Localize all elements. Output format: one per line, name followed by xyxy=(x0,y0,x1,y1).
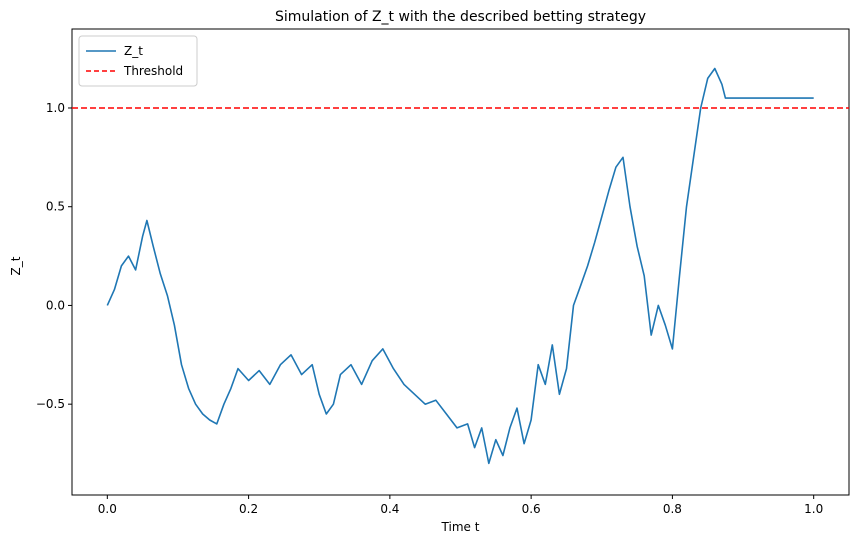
x-tick-label: 1.0 xyxy=(804,502,823,516)
y-tick-label: 0.0 xyxy=(46,298,65,312)
x-tick-label: 0.0 xyxy=(98,502,117,516)
x-tick-label: 0.8 xyxy=(663,502,682,516)
legend-label-threshold: Threshold xyxy=(123,64,183,78)
chart-title: Simulation of Z_t with the described bet… xyxy=(275,9,646,25)
series-line-zt xyxy=(106,67,814,465)
y-tick-label: 1.0 xyxy=(46,101,65,115)
x-tick-label: 0.6 xyxy=(522,502,541,516)
plot-frame xyxy=(71,28,850,496)
legend-label-zt: Z_t xyxy=(124,44,143,58)
y-tick-label: 0.5 xyxy=(46,200,65,214)
y-axis-label: Z_t xyxy=(9,256,23,275)
x-tick-label: 0.4 xyxy=(380,502,399,516)
x-axis-label: Time t xyxy=(441,520,480,534)
legend: Z_t Threshold xyxy=(78,35,198,87)
x-tick-label: 0.2 xyxy=(239,502,258,516)
y-tick-label: −0.5 xyxy=(36,397,65,411)
